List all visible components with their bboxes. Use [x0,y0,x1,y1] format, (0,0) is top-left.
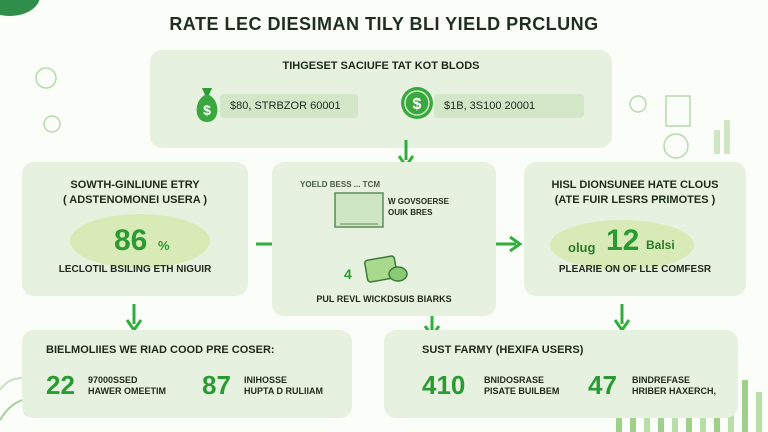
page-title: RATE LEC DIESIMAN TILY BLI YIELD PRCLUNG [169,14,599,34]
left-funding-value: $80, STRBZOR 60001 [220,94,358,118]
stat-label-line: HRIBER HAXERCH, [632,386,717,396]
stat-value: 22 [46,370,75,400]
right-metric-value: 12 [606,224,640,257]
bottom-left-title: BIELMOLIIES WE RIAD COOD PRE COSER: [46,344,275,356]
right-panel-caption: PLEARIE ON OF LLE COMFESR [558,264,712,275]
right-metric-suffix: Balsi [646,238,675,252]
stat-label: INIHOSSE HUPTA D RULIIAM [244,375,323,397]
middle-panel-caption: PUL REVL WICKDSUIS BIARKS [316,294,452,304]
middle-panel-label: YOELD BESS ... TCM [300,180,381,189]
stat-label: BNIDOSRASE PISATE BUILBEM [484,375,559,397]
bottom-left-stats-panel: BIELMOLIIES WE RIAD COOD PRE COSER: 22 9… [22,330,352,418]
metric-highlight [550,220,694,270]
chart-doodle-decoration [629,95,730,159]
svg-text:$: $ [203,102,211,118]
left-metric-unit: % [158,238,170,253]
stat-value: 87 [202,370,231,400]
stat-label-line: PISATE BUILBEM [484,386,560,396]
top-summary-panel: TIHGESET SACIUFE TAT KOT BLODS $ $80, ST… [150,50,612,148]
middle-note-line: W GOVSOERSE [388,197,449,206]
right-panel-title: HISL DIONSUNEE HATE CLOUS [551,179,719,191]
left-panel-title: SOWTH-GINLIUNE ETRY [70,179,200,191]
dollar-coin-icon: $ [401,87,433,119]
arrow-right-icon [492,236,522,252]
money-bag-icon: $ [196,88,218,122]
stat-label-line: HUPTA D RULIIAM [244,386,323,396]
middle-yield-panel: YOELD BESS ... TCM W GOVSOERSE OUIK BRES… [272,162,496,316]
top-panel-header: TIHGESET SACIUFE TAT KOT BLODS [282,60,480,72]
right-funding-value: $1B, 3S100 20001 [434,94,584,118]
stat-value: 410 [422,370,466,400]
bottom-right-title: SUST FARMY (HEXIFA USERS) [422,344,584,356]
right-metric-panel: HISL DIONSUNEE HATE CLOUS (ATE FUIR LESR… [524,162,746,296]
svg-text:$: $ [413,96,422,113]
cash-stack-icon [364,255,408,283]
left-metric-value: 86 [114,224,148,257]
stat-label: BINDREFASE HRIBER HAXERCH, [632,375,716,397]
bottom-right-stats-panel: SUST FARMY (HEXIFA USERS) 410 BNIDOSRASE… [384,330,738,418]
right-metric-prefix: olug [568,240,596,255]
arrow-down-icon [126,304,142,332]
left-metric-panel: SOWTH-GINLIUNE ETRY ( ADSTENOMONEI USERA… [22,162,248,296]
stat-label-line: 97000SSED [88,375,138,385]
left-panel-subtitle: ( ADSTENOMONEI USERA ) [62,194,208,206]
stat-label: 97000SSED HAWER OMEETIM [88,375,166,397]
stat-label-line: INIHOSSE [244,375,288,385]
stat-label-line: HAWER OMEETIM [88,386,166,396]
stat-label-line: BINDREFASE [632,375,691,385]
stat-value: 47 [588,370,617,400]
left-panel-caption: LECLOTIL BSILING ETH NIGUIR [58,264,212,275]
stat-label-line: BNIDOSRASE [484,375,545,385]
document-chart-icon [334,192,384,228]
middle-panel-note: W GOVSOERSE OUIK BRES [388,196,449,218]
right-panel-subtitle: (ATE FUIR LESRS PRIMOTES ) [554,194,716,206]
middle-panel-number: 4 [344,266,352,282]
dollar-doodle-decoration [35,67,61,133]
middle-note-line: OUIK BRES [388,208,433,217]
arrow-down-icon [614,304,630,332]
metric-highlight [70,214,210,268]
